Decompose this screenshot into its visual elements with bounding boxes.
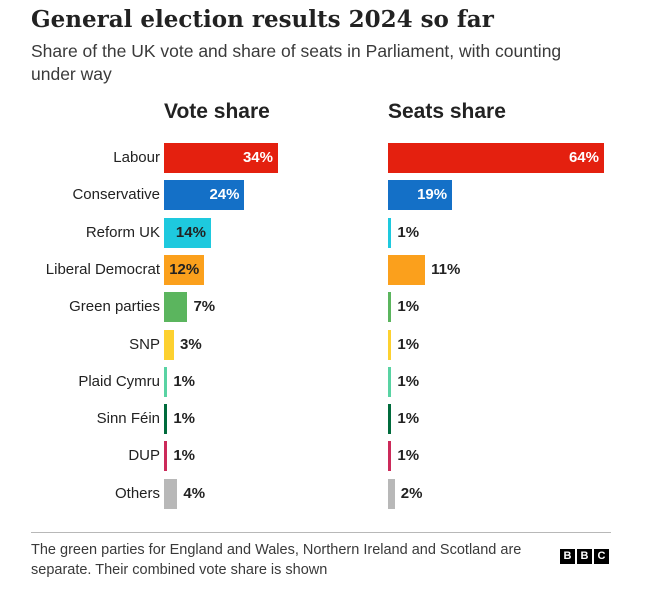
category-label: Conservative [72, 186, 160, 204]
vote-bar [164, 366, 168, 397]
category-label: Green parties [69, 298, 160, 316]
seats-bar [388, 478, 395, 509]
vote-value-label: 24% [209, 186, 240, 204]
seats-bar [388, 366, 392, 397]
category-label: Liberal Democrat [45, 260, 160, 278]
seats-value-label: 19% [417, 186, 448, 204]
seats-share-panel-title: Seats share [388, 100, 506, 123]
seats-value-label: 1% [397, 447, 420, 465]
seats-bar [388, 329, 392, 360]
seats-value-label: 1% [397, 223, 420, 241]
category-label: SNP [129, 335, 160, 353]
vote-value-label: 4% [183, 484, 206, 502]
seats-value-label: 1% [397, 410, 420, 428]
category-label: Reform UK [85, 223, 160, 241]
footnote: The green parties for England and Wales,… [31, 542, 522, 578]
seats-value-label: 64% [568, 149, 599, 166]
vote-bar [164, 254, 205, 285]
vote-value-label: 12% [169, 260, 200, 278]
vote-value-label: 1% [173, 410, 196, 428]
seats-bar [388, 292, 392, 323]
seats-value-label: 11% [431, 260, 461, 278]
category-label: Sinn Féin [96, 410, 160, 428]
category-label: Plaid Cymru [78, 372, 160, 390]
vote-value-label: 1% [173, 372, 196, 390]
seats-bar [388, 217, 392, 248]
category-label: Others [114, 484, 160, 502]
vote-bar [164, 478, 178, 509]
vote-value-label: 1% [173, 447, 196, 465]
seats-value-label: 1% [397, 372, 420, 390]
vote-value-label: 34% [242, 149, 273, 166]
bbc-logo: B B C [560, 549, 609, 564]
vote-bar [164, 404, 168, 435]
bbc-logo-letter-1: B [560, 549, 575, 564]
chart-title: General election results 2024 so far [31, 6, 494, 33]
vote-value-label: 14% [175, 223, 206, 241]
category-label: Labour [113, 149, 160, 166]
category-label: DUP [128, 447, 160, 465]
seats-bar [388, 441, 392, 472]
vote-share-panel-title: Vote share [164, 100, 270, 123]
seats-value-label: 1% [397, 298, 420, 316]
seats-value-label: 1% [397, 335, 420, 353]
vote-bar [164, 329, 175, 360]
seats-bar [388, 180, 453, 211]
vote-value-label: 7% [193, 298, 216, 316]
vote-bar [164, 217, 211, 248]
footer-divider [31, 532, 611, 533]
bbc-logo-letter-3: C [594, 549, 609, 564]
vote-bar [164, 292, 188, 323]
vote-value-label: 3% [180, 335, 202, 353]
seats-bar [388, 254, 426, 285]
chart-subtitle: Share of the UK vote and share of seats … [31, 41, 562, 84]
seats-bar [388, 404, 392, 435]
vote-bar [164, 441, 168, 472]
bbc-logo-letter-2: B [577, 549, 592, 564]
seats-value-label: 2% [400, 484, 423, 502]
seats-bar [388, 143, 604, 173]
vote-bar [164, 143, 278, 173]
vote-bar [164, 180, 245, 211]
